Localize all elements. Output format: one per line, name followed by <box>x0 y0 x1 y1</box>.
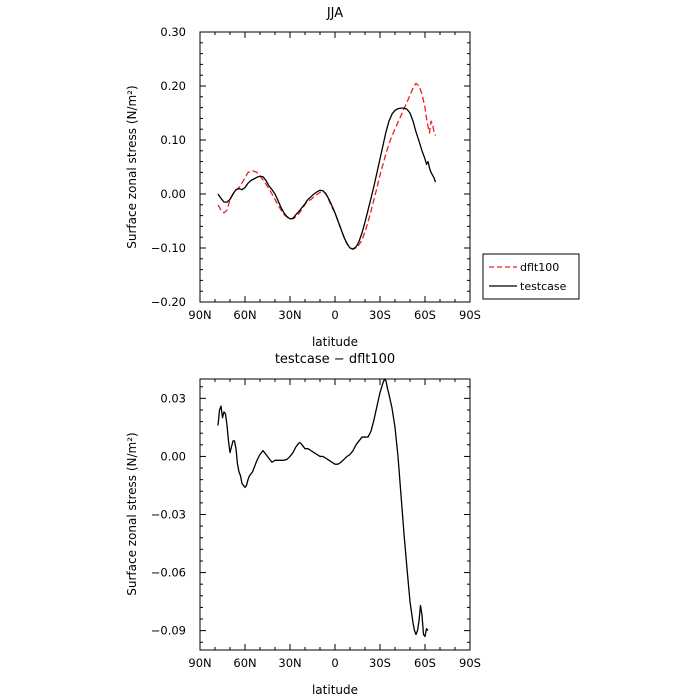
bottom-series-line-difference <box>217 378 429 638</box>
bottom-series-lines <box>217 378 429 638</box>
bottom-y-tick-label: −0.03 <box>151 508 186 522</box>
top-y-axis-label: Surface zonal stress (N/m²) <box>125 85 139 249</box>
top-x-ticks: 90N 60N 30N 0 30S 60S 90S <box>188 32 481 322</box>
bottom-x-tick-label: 60S <box>414 656 436 670</box>
top-panel: JJA 90N 60N 30N 0 30S 60S 90S −0.20 −0.10 0.00 0.… <box>125 6 481 349</box>
top-series-lines <box>217 82 437 250</box>
bottom-y-tick-label: 0.00 <box>160 449 186 463</box>
legend-box <box>482 253 580 300</box>
bottom-y-axis-label: Surface zonal stress (N/m²) <box>125 432 139 596</box>
top-x-tick-label: 30S <box>369 308 391 322</box>
legend: dflt100 testcase <box>482 253 580 300</box>
top-x-tick-label: 0 <box>331 308 338 322</box>
bottom-x-tick-label: 30S <box>369 656 391 670</box>
top-x-axis-label: latitude <box>312 335 358 349</box>
bottom-x-tick-label: 0 <box>331 656 338 670</box>
top-y-tick-label: 0.20 <box>160 79 186 93</box>
bottom-y-tick-label: 0.03 <box>160 391 186 405</box>
top-x-tick-label: 90N <box>188 308 211 322</box>
legend-label-dflt100: dflt100 <box>520 261 559 274</box>
bottom-x-tick-label: 90N <box>188 656 211 670</box>
top-y-tick-label: −0.20 <box>151 295 186 309</box>
bottom-title: testcase − dflt100 <box>275 352 395 367</box>
top-x-tick-label: 90S <box>459 308 481 322</box>
top-y-tick-label: 0.00 <box>160 187 186 201</box>
bottom-x-axis-label: latitude <box>312 683 358 697</box>
top-series-line-testcase <box>217 107 437 250</box>
top-title: JJA <box>326 6 343 21</box>
top-y-tick-label: 0.30 <box>160 25 186 39</box>
bottom-y-tick-label: −0.06 <box>151 566 186 580</box>
top-x-tick-label: 60S <box>414 308 436 322</box>
bottom-x-tick-label: 90S <box>459 656 481 670</box>
bottom-panel: testcase − dflt100 90N 60N 30N 0 30S 60S 90S −… <box>125 352 481 697</box>
top-y-ticks: −0.20 −0.10 0.00 0.10 0.20 0.30 <box>151 25 470 309</box>
top-x-tick-label: 30N <box>278 308 301 322</box>
bottom-y-tick-label: −0.09 <box>151 624 186 638</box>
bottom-y-ticks: −0.09 −0.06 −0.03 0.00 0.03 <box>151 386 470 643</box>
bottom-x-tick-label: 60N <box>233 656 256 670</box>
top-y-tick-label: 0.10 <box>160 133 186 147</box>
top-x-tick-label: 60N <box>233 308 256 322</box>
bottom-x-ticks: 90N 60N 30N 0 30S 60S 90S <box>188 379 481 670</box>
bottom-plot-frame <box>199 378 471 651</box>
top-y-tick-label: −0.10 <box>151 241 186 255</box>
bottom-x-tick-label: 30N <box>278 656 301 670</box>
legend-label-testcase: testcase <box>520 280 567 293</box>
